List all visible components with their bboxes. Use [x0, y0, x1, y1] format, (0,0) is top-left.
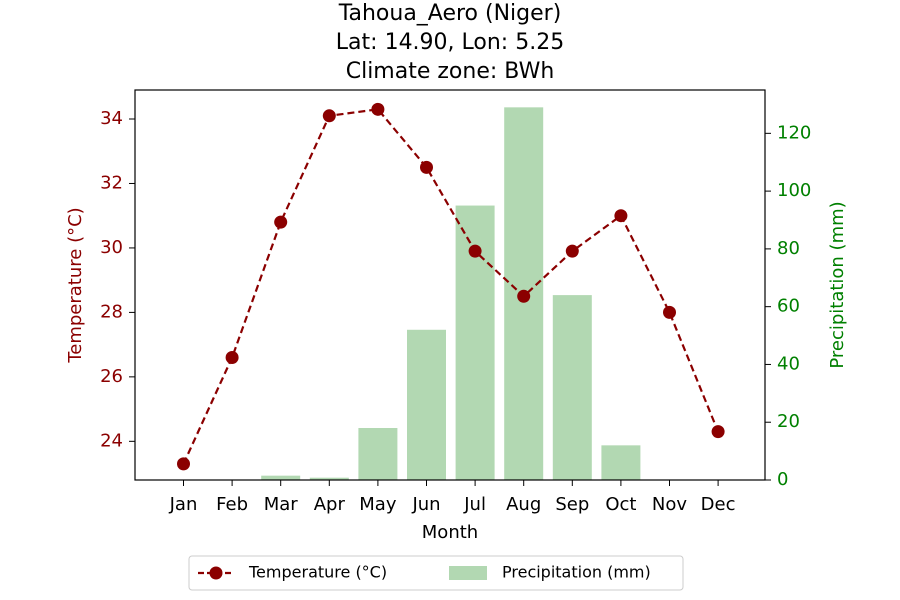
right-tick-label-40: 40	[777, 353, 800, 374]
legend: Temperature (°C) Precipitation (mm)	[188, 555, 684, 591]
temperature-point-nov	[663, 305, 676, 319]
temperature-point-jun	[420, 160, 433, 174]
right-tick-label-60: 60	[777, 296, 800, 317]
x-tick-label-aug: Aug	[506, 494, 541, 515]
x-axis-label: Month	[422, 522, 478, 543]
x-tick-label-sep: Sep	[555, 494, 589, 515]
left-tick-label-34: 34	[100, 108, 123, 129]
x-tick-label-jun: Jun	[411, 494, 440, 515]
x-tick-label-nov: Nov	[652, 494, 687, 515]
x-tick-label-may: May	[359, 494, 397, 515]
x-axis-ticks: Jan Feb Mar Apr May Jun Jul Aug Sep Oct Nov Dec	[169, 480, 736, 515]
legend-precipitation-label: Precipitation (mm)	[502, 563, 651, 582]
x-tick-label-apr: Apr	[314, 494, 346, 515]
left-tick-label-26: 26	[100, 366, 123, 387]
temperature-point-sep	[565, 244, 579, 258]
temperature-point-oct	[614, 209, 628, 223]
x-tick-label-jul: Jul	[463, 494, 486, 515]
temperature-point-jan	[177, 457, 190, 471]
temperature-series-line	[182, 108, 720, 465]
temperature-point-mar	[274, 215, 288, 229]
right-tick-label-120: 120	[777, 122, 811, 143]
legend-frame	[188, 555, 684, 591]
precipitation-bar-mar	[261, 475, 301, 480]
chart-title-line-3: Climate zone: BWh	[346, 59, 555, 84]
temperature-line	[177, 102, 725, 471]
right-tick-label-20: 20	[777, 411, 800, 432]
temperature-point-aug	[517, 289, 531, 303]
right-axis-ticks: 0 20 40 60 80 100 120	[765, 122, 811, 490]
legend-temperature-swatch-marker	[209, 566, 223, 580]
precipitation-bar-jun	[407, 329, 446, 480]
precipitation-bars	[261, 107, 641, 481]
right-tick-label-0: 0	[777, 469, 788, 490]
legend-temperature-label: Temperature (°C)	[248, 563, 387, 582]
left-tick-label-30: 30	[100, 237, 123, 258]
left-tick-label-24: 24	[100, 430, 123, 451]
left-tick-label-32: 32	[100, 172, 123, 193]
right-axis-label: Precipitation (mm)	[827, 201, 848, 368]
chart-title-line-2: Lat: 14.90, Lon: 5.25	[336, 30, 564, 55]
x-tick-label-feb: Feb	[216, 494, 248, 515]
temperature-point-apr	[322, 109, 336, 123]
x-tick-label-oct: Oct	[605, 494, 636, 515]
plot-frame	[134, 89, 766, 481]
precipitation-bar-sep	[552, 295, 592, 480]
temperature-point-jul	[468, 244, 482, 258]
right-tick-label-100: 100	[777, 180, 811, 201]
left-axis-ticks: 24 26 28 30 32 34	[100, 108, 135, 451]
chart-title-line-1: Tahoua_Aero (Niger)	[338, 1, 562, 26]
precipitation-bar-oct	[601, 445, 641, 480]
temperature-point-feb	[225, 351, 239, 365]
x-tick-label-mar: Mar	[264, 494, 299, 515]
x-tick-label-dec: Dec	[701, 494, 736, 515]
temperature-point-dec	[711, 425, 725, 439]
legend-precipitation-swatch	[449, 566, 487, 580]
left-tick-label-28: 28	[100, 301, 123, 322]
precipitation-bar-may	[358, 428, 398, 480]
precipitation-bar-apr	[309, 477, 349, 480]
x-tick-label-jan: Jan	[169, 494, 198, 515]
left-axis-label: Temperature (°C)	[65, 207, 86, 363]
temperature-point-may	[371, 102, 385, 116]
right-tick-label-80: 80	[777, 238, 800, 259]
